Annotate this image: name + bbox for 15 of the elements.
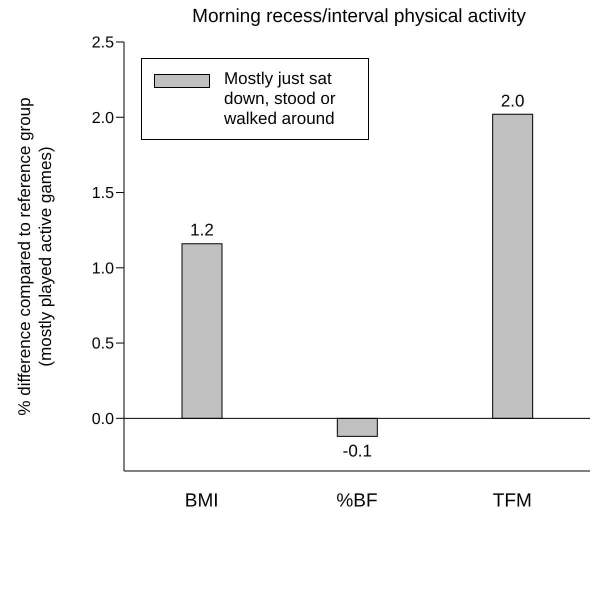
x-tick-label: %BF <box>336 490 378 512</box>
y-tick-label: 0.5 <box>92 336 114 353</box>
legend-label: Mostly just sat down, stood or walked around <box>224 69 337 129</box>
y-tick-label: 2.5 <box>92 34 114 52</box>
y-tick-label: 2.0 <box>92 110 114 127</box>
y-tick-label: 1.5 <box>92 185 114 202</box>
y-tick-label: 0.0 <box>92 410 114 428</box>
data-label: -0.1 <box>342 441 372 460</box>
y-axis-title: % difference compared to reference group (mostly played active games) <box>15 97 55 416</box>
data-label: 2.0 <box>500 91 524 110</box>
data-label: 1.2 <box>190 220 214 240</box>
x-tick-label: BMI <box>184 490 219 512</box>
chart-title: Morning recess/interval physical activity <box>191 6 527 28</box>
x-tick-label: TFM <box>492 490 532 512</box>
y-tick-label: 1.0 <box>92 260 114 278</box>
